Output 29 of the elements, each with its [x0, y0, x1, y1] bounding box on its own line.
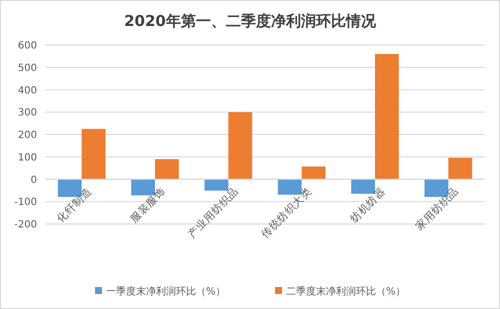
bar — [278, 179, 302, 195]
y-tick-label: 400 — [18, 85, 37, 96]
bar — [228, 112, 252, 180]
bar — [155, 159, 179, 180]
y-tick-label: -200 — [14, 220, 37, 230]
y-tick-label: 100 — [18, 152, 37, 164]
bar — [302, 166, 326, 180]
y-tick-label: 600 — [18, 40, 37, 52]
y-tick-label: 0 — [30, 174, 37, 186]
y-tick-label: 200 — [18, 130, 37, 141]
legend-label: 二季度末净利润环比（%） — [286, 286, 406, 298]
bar — [424, 179, 448, 197]
legend-label: 一季度末净利润环比（%） — [106, 286, 226, 298]
x-tick-label: 传统纺织大类 — [258, 184, 314, 241]
chart-title: 2020年第一、二季度净利润环比情况 — [124, 12, 377, 30]
bar — [351, 179, 375, 194]
bar — [131, 179, 155, 196]
bar — [204, 179, 228, 191]
x-tick-label: 家用纺织品 — [412, 184, 462, 233]
x-tick-label: 服装服饰 — [127, 184, 168, 226]
y-tick-label: -100 — [14, 197, 37, 208]
bar — [375, 54, 399, 180]
bar — [448, 158, 472, 180]
y-tick-label: 300 — [18, 108, 37, 119]
y-tick-label: 500 — [18, 62, 37, 74]
bar — [82, 128, 106, 180]
x-tick-label: 纺机纺器 — [347, 184, 388, 226]
x-tick-label: 产业用纺织品 — [185, 184, 242, 241]
x-tick-label: 化纤制造 — [54, 184, 94, 226]
